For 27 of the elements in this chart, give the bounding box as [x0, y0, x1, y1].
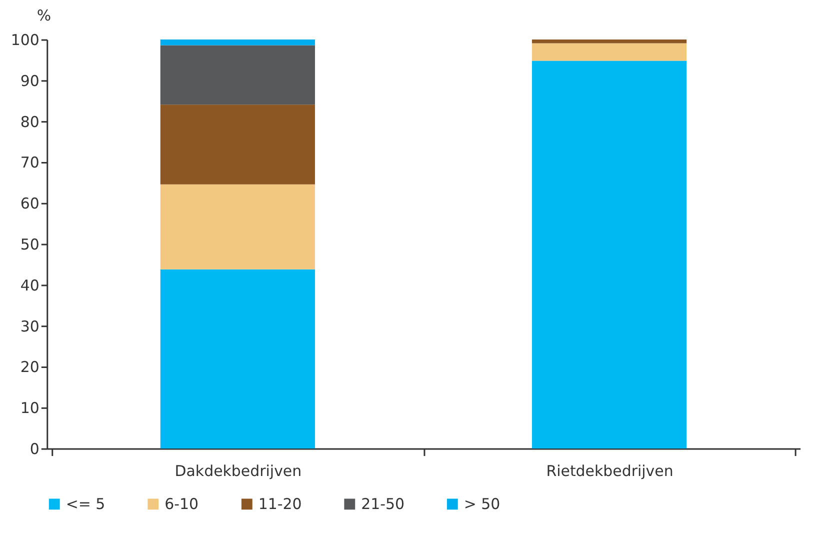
y-tick-label: 0: [30, 440, 40, 458]
bar: [160, 40, 315, 46]
bar: [532, 43, 687, 61]
legend-label: <= 5: [66, 495, 106, 514]
bar: [160, 269, 315, 449]
bar: [532, 60, 687, 449]
y-tick-label: 50: [20, 236, 40, 254]
x-tick-label: Dakdekbedrijven: [174, 462, 302, 480]
legend-label: 21-50: [361, 495, 405, 514]
legend-label: 11-20: [258, 495, 302, 514]
bar: [160, 45, 315, 105]
y-tick-label: 20: [20, 358, 40, 376]
y-tick-label: 80: [20, 112, 40, 131]
y-tick-label: 40: [20, 276, 40, 294]
y-axis-title: %: [36, 6, 52, 25]
y-tick-label: 90: [20, 72, 40, 90]
y-tick-label: 60: [20, 194, 40, 213]
bar: [532, 40, 687, 44]
y-tick-label: 100: [10, 31, 40, 50]
legend-label: 6-10: [164, 495, 199, 514]
y-tick-label: 70: [20, 154, 40, 172]
bar: [160, 104, 315, 184]
y-tick-label: 30: [20, 317, 40, 336]
legend-label: > 50: [464, 495, 500, 514]
x-tick-label: Rietdekbedrijven: [546, 462, 674, 480]
y-tick-label: 10: [20, 399, 40, 418]
bar: [160, 184, 315, 270]
